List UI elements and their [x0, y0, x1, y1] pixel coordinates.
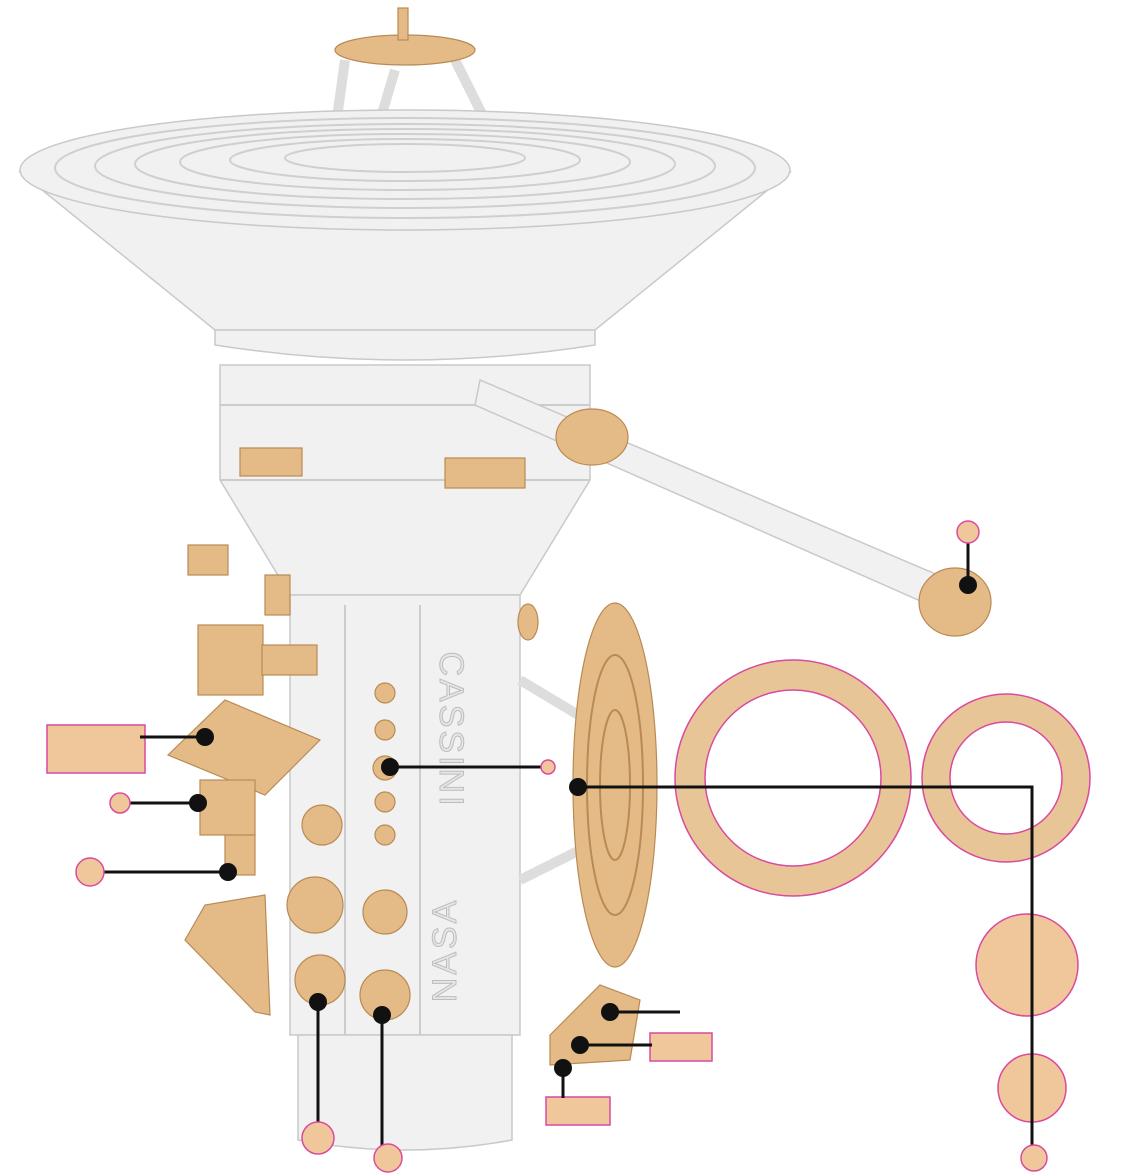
- loose-parts-circle: [705, 690, 881, 866]
- column-knobs-circle: [375, 683, 395, 703]
- callouts: [76, 521, 1047, 1172]
- callouts-circle: [189, 794, 207, 812]
- loose-parts-rect: [546, 1097, 610, 1125]
- side-instruments-rect: [262, 645, 317, 675]
- callouts-circle: [601, 1003, 619, 1021]
- upper-body: [220, 365, 590, 595]
- column-knobs-circle: [363, 890, 407, 934]
- side-instruments-rect: [200, 780, 255, 835]
- callouts-circle: [571, 1036, 589, 1054]
- loose-parts-circle: [950, 722, 1062, 834]
- callouts-circle: [196, 728, 214, 746]
- loose-parts-circle: [976, 914, 1078, 1016]
- side-instruments-path: [185, 895, 270, 1015]
- boom-ellipse: [919, 568, 991, 636]
- upper-body-rect: [445, 458, 525, 488]
- loose-parts-rect: [47, 725, 145, 773]
- side-instruments-rect: [188, 545, 228, 575]
- callouts-circle: [541, 760, 555, 774]
- side-instruments-path: [550, 985, 640, 1065]
- callouts-circle: [373, 1006, 391, 1024]
- callouts-circle: [219, 863, 237, 881]
- cassini-model: NASA CASSINI: [0, 0, 1131, 1175]
- column-knobs-circle: [287, 877, 343, 933]
- antenna-feed-rect: [398, 8, 408, 40]
- side-instruments-rect: [265, 575, 290, 615]
- column-knobs-circle: [375, 825, 395, 845]
- main-dish-path: [215, 330, 595, 360]
- callouts-circle: [374, 1144, 402, 1172]
- callouts-circle: [1021, 1145, 1047, 1171]
- callouts-circle: [959, 576, 977, 594]
- main-dish: [20, 110, 790, 360]
- boom-ellipse: [556, 409, 628, 465]
- callouts-circle: [302, 1122, 334, 1154]
- column-knobs-circle: [302, 805, 342, 845]
- loose-parts-rect: [650, 1033, 712, 1061]
- column-knobs-circle: [375, 792, 395, 812]
- high-gain-antenna: [520, 603, 657, 967]
- loose-parts-circle: [690, 675, 896, 881]
- column-knobs-ellipse: [518, 604, 538, 640]
- nasa-label: NASA: [426, 898, 464, 1003]
- callouts-circle: [554, 1059, 572, 1077]
- upper-body-rect: [240, 448, 302, 476]
- side-instruments-rect: [198, 625, 263, 695]
- callouts-circle: [309, 993, 327, 1011]
- callouts-circle: [569, 778, 587, 796]
- loose-parts-circle: [936, 708, 1076, 848]
- callouts-circle: [957, 521, 979, 543]
- cassini-label: CASSINI: [432, 651, 470, 808]
- callouts-circle: [76, 858, 104, 886]
- column: NASA CASSINI: [290, 595, 520, 1150]
- callouts-circle: [110, 793, 130, 813]
- callouts-circle: [381, 758, 399, 776]
- column-knobs-circle: [375, 720, 395, 740]
